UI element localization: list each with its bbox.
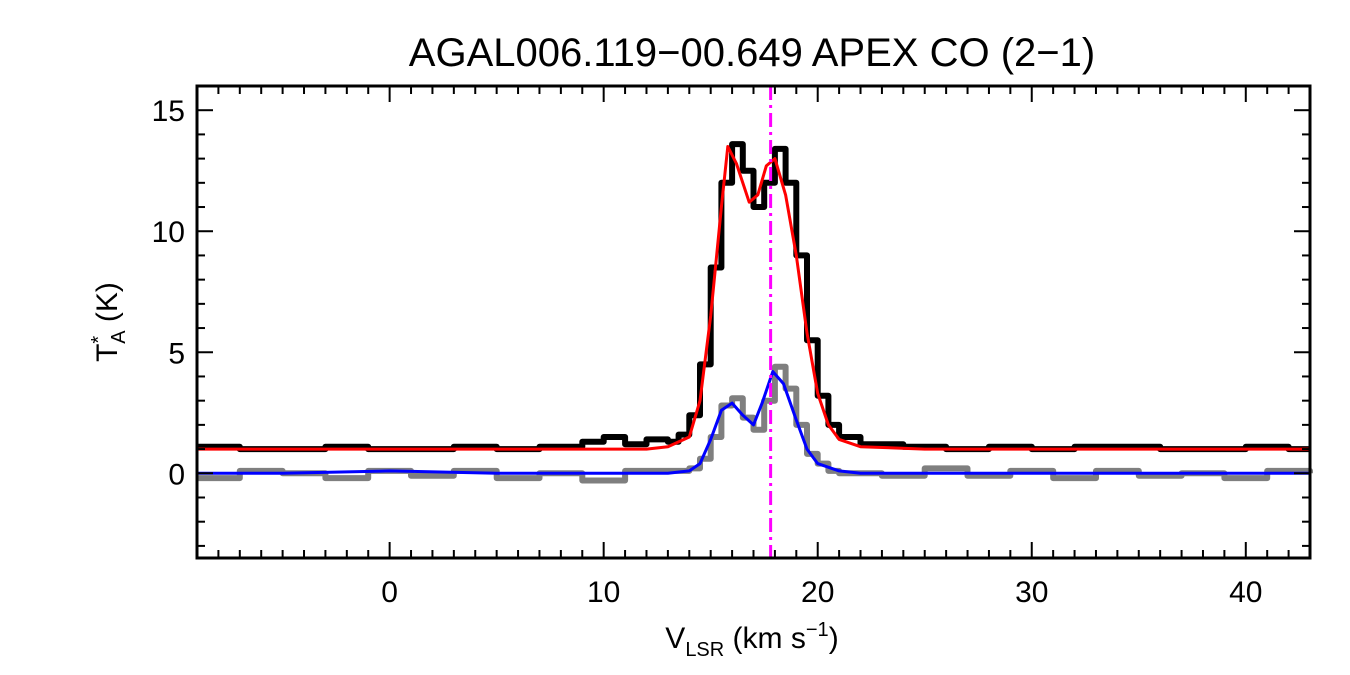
spectrum-line-2 [197,363,1313,484]
x-axis-label: VLSR (km s−1) [665,619,838,661]
chart-title: AGAL006.119−00.649 APEX CO (2−1) [409,31,1095,75]
y-label-main: T [91,344,124,362]
x-tick-label: 0 [381,576,398,609]
y-tick-label: 0 [168,458,185,491]
y-tick-label: 5 [168,337,185,370]
x-label-sup: −1 [806,619,829,641]
x-tick-label: 40 [1229,576,1262,609]
x-label-rest: (km s [724,622,806,655]
y-axis-label: T*A (K) [88,282,130,362]
axis-ticks [196,85,1311,558]
y-tick-label: 15 [152,95,185,128]
spectrum-line-0 [197,141,1310,453]
y-label-rest: (K) [91,282,124,330]
x-label-close: ) [829,622,839,655]
y-label-sub: A [108,330,130,344]
x-label-sub: LSR [685,639,724,661]
plot-area [197,86,1313,558]
fit-line-1 [197,145,1310,451]
fit-line-3 [197,370,1310,475]
y-tick-label: 10 [152,216,185,249]
plot-frame [195,84,1312,560]
x-tick-label: 30 [1015,576,1048,609]
x-tick-label: 10 [587,576,620,609]
x-tick-label: 20 [801,576,834,609]
y-label-sup: * [88,336,110,344]
x-label-main: V [665,622,685,655]
